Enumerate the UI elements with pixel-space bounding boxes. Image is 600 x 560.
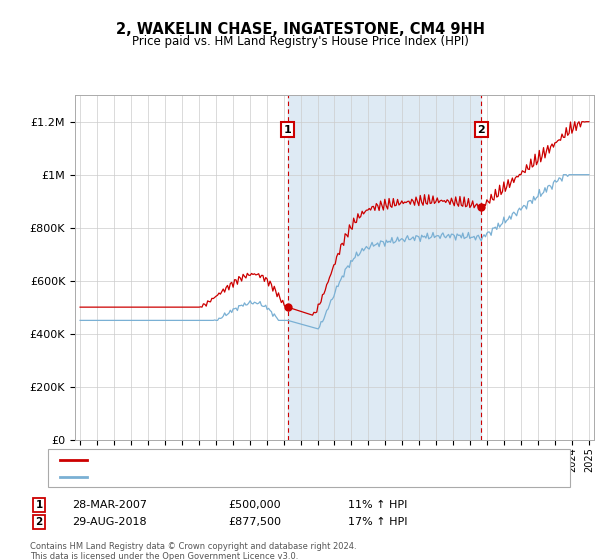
Text: 2: 2 xyxy=(35,517,43,527)
Text: 29-AUG-2018: 29-AUG-2018 xyxy=(72,517,146,527)
Text: 2, WAKELIN CHASE, INGATESTONE, CM4 9HH (detached house): 2, WAKELIN CHASE, INGATESTONE, CM4 9HH (… xyxy=(93,455,421,465)
Text: Contains HM Land Registry data © Crown copyright and database right 2024.
This d: Contains HM Land Registry data © Crown c… xyxy=(30,542,356,560)
Text: 1: 1 xyxy=(284,125,292,134)
Text: 2: 2 xyxy=(478,125,485,134)
Text: HPI: Average price, detached house, Brentwood: HPI: Average price, detached house, Bren… xyxy=(93,472,342,482)
Text: 11% ↑ HPI: 11% ↑ HPI xyxy=(348,500,407,510)
Text: 2, WAKELIN CHASE, INGATESTONE, CM4 9HH: 2, WAKELIN CHASE, INGATESTONE, CM4 9HH xyxy=(115,22,485,38)
Text: £877,500: £877,500 xyxy=(228,517,281,527)
Text: 17% ↑ HPI: 17% ↑ HPI xyxy=(348,517,407,527)
Text: Price paid vs. HM Land Registry's House Price Index (HPI): Price paid vs. HM Land Registry's House … xyxy=(131,35,469,48)
Bar xyxy=(287,95,481,440)
Text: 28-MAR-2007: 28-MAR-2007 xyxy=(72,500,147,510)
Text: 1: 1 xyxy=(35,500,43,510)
Text: £500,000: £500,000 xyxy=(228,500,281,510)
